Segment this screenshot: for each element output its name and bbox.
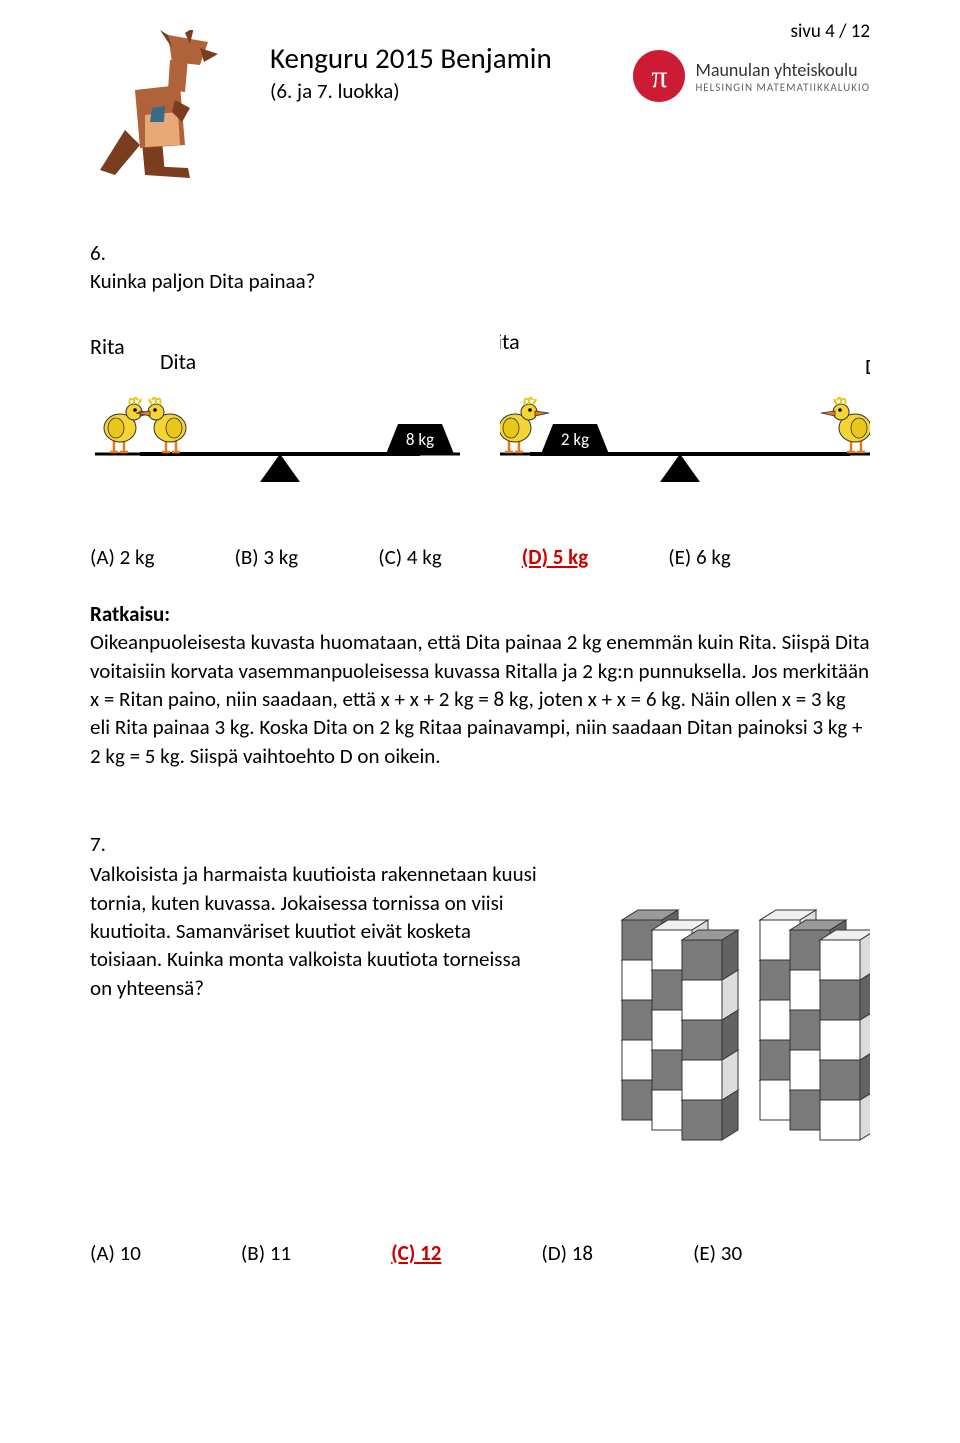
- svg-text:8 kg: 8 kg: [406, 429, 434, 450]
- q6-figure: Rita Dita 8 kg Rita 2 kg Dita: [90, 314, 870, 504]
- answer-option: (C) 4 kg: [378, 544, 442, 570]
- answer-option: (D) 18: [541, 1240, 593, 1266]
- pi-icon: π: [633, 50, 685, 102]
- school-name: Maunulan yhteiskoulu: [695, 59, 870, 81]
- q7-question: Valkoisista ja harmaista kuutioista rake…: [90, 860, 540, 1002]
- answer-option: (D) 5 kg: [522, 544, 589, 570]
- answer-option: (B) 11: [241, 1240, 291, 1266]
- doc-title: Kenguru 2015 Benjamin: [270, 40, 552, 76]
- answer-option: (E) 6 kg: [668, 544, 731, 570]
- school-subtitle: HELSINGIN MATEMATIIKKALUKIO: [695, 81, 870, 94]
- scale-left: Rita Dita 8 kg: [90, 314, 460, 504]
- solution-text: Oikeanpuoleisesta kuvasta huomataan, ett…: [90, 629, 870, 768]
- answer-option: (C) 12: [391, 1240, 441, 1266]
- doc-subtitle: (6. ja 7. luokka): [270, 78, 552, 104]
- q6-solution: Ratkaisu: Oikeanpuoleisesta kuvasta huom…: [90, 600, 870, 770]
- q7-answers: (A) 10 (B) 11 (C) 12 (D) 18 (E) 30: [90, 1240, 870, 1266]
- school-logo: π Maunulan yhteiskoulu HELSINGIN MATEMAT…: [633, 50, 870, 102]
- answer-option: (A) 10: [90, 1240, 141, 1266]
- q6-number: 6.: [90, 240, 870, 266]
- svg-text:Rita: Rita: [90, 333, 125, 360]
- page-number: sivu 4 / 12: [791, 20, 870, 43]
- answer-option: (B) 3 kg: [234, 544, 298, 570]
- svg-text:Dita: Dita: [160, 348, 196, 375]
- svg-text:Dita: Dita: [865, 353, 870, 380]
- q7-figure: [570, 830, 870, 1180]
- page-header: Kenguru 2015 Benjamin (6. ja 7. luokka) …: [90, 30, 870, 180]
- kangaroo-logo: [90, 30, 240, 180]
- q6-question: Kuinka paljon Dita painaa?: [90, 268, 870, 294]
- answer-option: (E) 30: [693, 1240, 742, 1266]
- solution-label: Ratkaisu:: [90, 601, 170, 627]
- svg-text:Rita: Rita: [500, 328, 520, 355]
- svg-text:2 kg: 2 kg: [561, 429, 589, 450]
- q6-answers: (A) 2 kg (B) 3 kg (C) 4 kg (D) 5 kg (E) 6 kg: [90, 544, 870, 570]
- scale-right: Rita 2 kg Dita: [500, 314, 870, 504]
- answer-option: (A) 2 kg: [90, 544, 154, 570]
- q7-number: 7.: [90, 830, 540, 858]
